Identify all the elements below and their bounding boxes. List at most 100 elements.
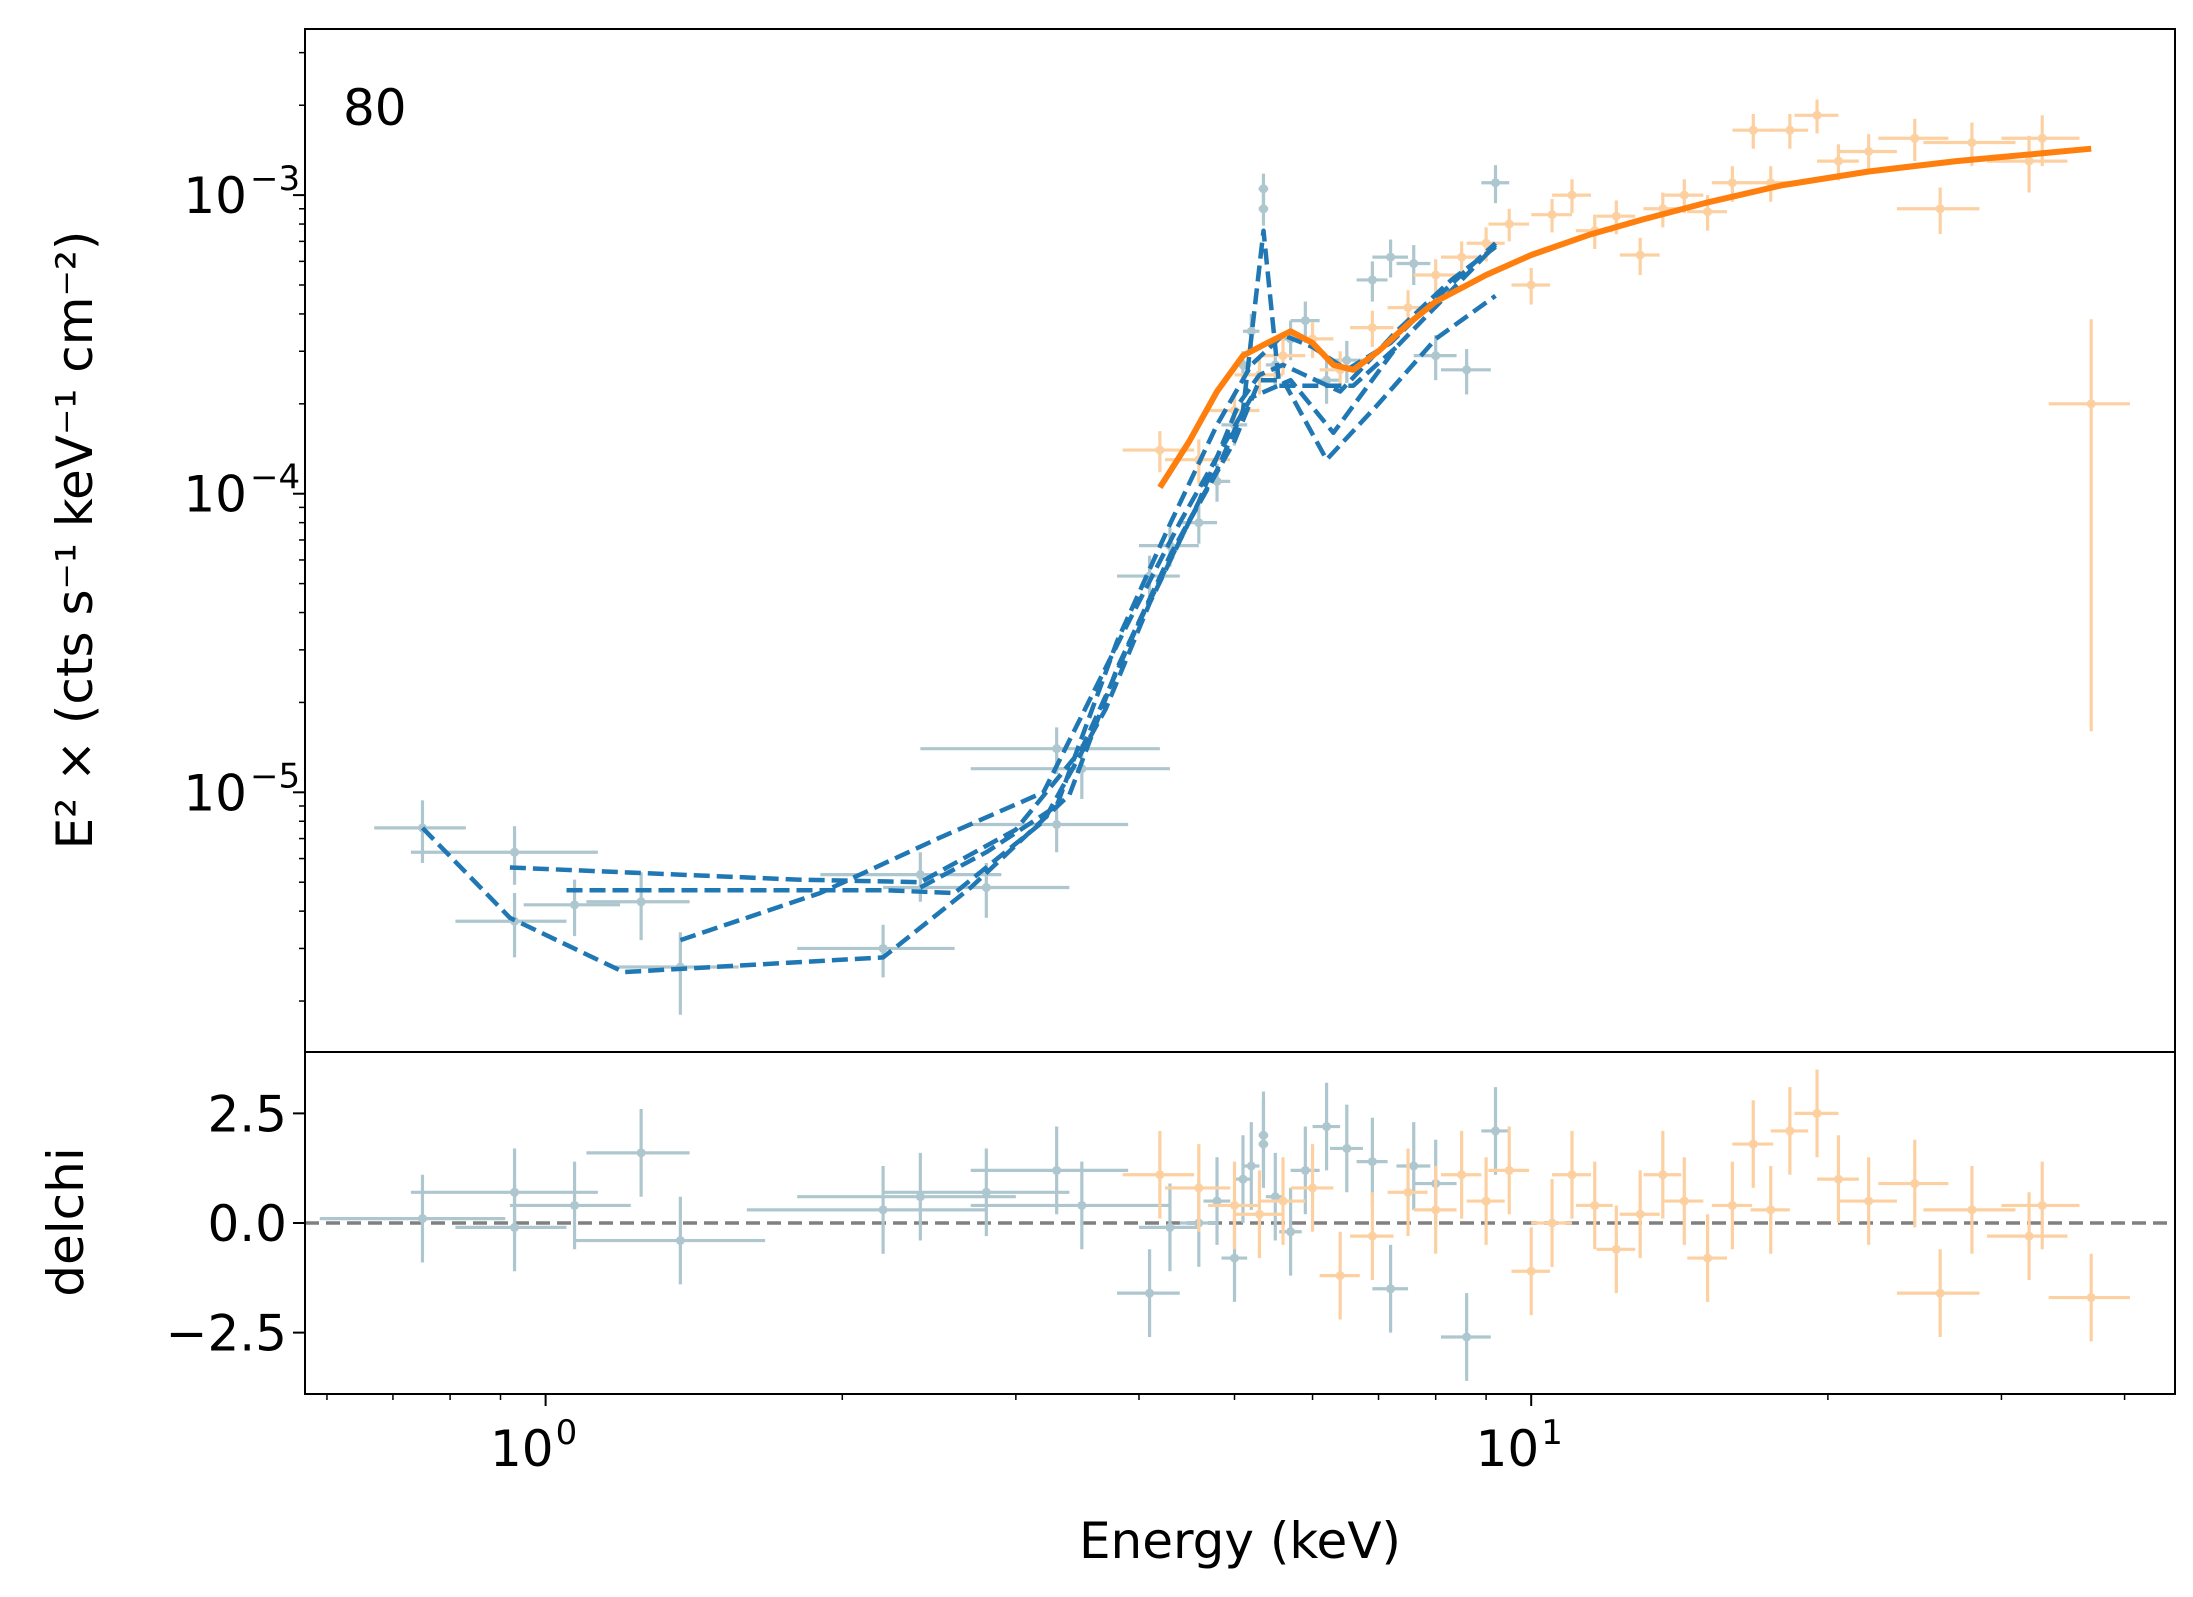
point-marker <box>1590 1200 1600 1210</box>
spectrum-data-point <box>1258 193 1269 226</box>
residual-data-point <box>1575 1161 1613 1250</box>
point-marker <box>1967 138 1977 148</box>
point-marker <box>1165 1222 1175 1232</box>
residual-data-point <box>1596 1205 1636 1294</box>
residual-data-point <box>1356 1117 1388 1206</box>
y-tick-label: −2.5 <box>166 1305 287 1363</box>
point-marker <box>1278 351 1288 361</box>
point-marker <box>1727 178 1737 188</box>
residual-data-point <box>1817 1135 1859 1223</box>
point-marker <box>1703 207 1713 217</box>
residual-data-point <box>883 1148 1070 1237</box>
spectrum-data-point <box>1552 179 1592 214</box>
residuals-panel: 10 0 10 12.50.0−2.5 delchi <box>37 1051 2176 1478</box>
point-marker <box>1403 303 1413 313</box>
residual-series-1 <box>1122 1069 2130 1342</box>
y-tick-label: 10 <box>183 764 247 822</box>
point-marker <box>1342 1143 1352 1153</box>
residual-data-point <box>1413 1166 1457 1254</box>
point-marker <box>2024 156 2034 166</box>
residual-data-point <box>1923 1166 2016 1254</box>
y-tick-label: 10 <box>183 466 247 524</box>
y-tick-label: 10 <box>183 167 247 225</box>
point-marker <box>1367 1231 1377 1241</box>
point-marker <box>510 1222 520 1232</box>
point-marker <box>1230 1253 1240 1263</box>
point-marker <box>1547 1218 1557 1228</box>
point-marker <box>1052 820 1062 830</box>
residual-data-point <box>1711 1161 1752 1250</box>
model-line-3 <box>679 243 1498 943</box>
spectrum-data-point <box>1794 99 1839 134</box>
point-marker <box>1727 1200 1737 1210</box>
point-marker <box>1431 1205 1441 1215</box>
point-marker <box>1526 280 1536 290</box>
point-marker <box>1212 1196 1222 1206</box>
y-tick-label: 2.5 <box>207 1085 287 1143</box>
spectrum-data-point <box>1488 208 1530 242</box>
point-marker <box>1077 1200 1087 1210</box>
residual-data-point <box>1203 1157 1231 1245</box>
point-marker <box>1491 1126 1501 1136</box>
point-marker <box>1431 270 1441 280</box>
point-marker <box>1833 156 1843 166</box>
residual-data-point <box>1396 1122 1431 1210</box>
point-marker <box>1254 1209 1264 1219</box>
residual-data-point <box>1234 1135 1252 1223</box>
point-marker <box>1052 744 1062 754</box>
point-marker <box>2037 133 2047 143</box>
x-tick-exponent: 1 <box>1541 1413 1563 1453</box>
point-marker <box>1342 355 1352 365</box>
residual-data-point <box>1441 1293 1491 1381</box>
spectrum-data-point <box>410 826 598 885</box>
residual-data-point <box>2001 1161 2080 1250</box>
spectrum-data-point <box>1413 259 1457 294</box>
point-marker <box>2037 1200 2047 1210</box>
point-marker <box>1567 1170 1577 1180</box>
point-marker <box>1864 146 1874 156</box>
point-marker <box>675 1236 685 1246</box>
residual-data-point <box>970 1161 1170 1250</box>
residual-data-point <box>970 1126 1129 1215</box>
point-marker <box>1194 1183 1204 1193</box>
spectrum-data-point <box>1396 245 1431 286</box>
spectrum-ticks: 10−510−410−3 <box>183 51 305 1002</box>
y-tick-exponent: −5 <box>250 756 300 796</box>
point-marker <box>915 870 925 880</box>
residual-data-point <box>1770 1087 1809 1175</box>
residual-data-point <box>1488 1126 1530 1215</box>
point-marker <box>1145 1288 1155 1298</box>
residual-data-point <box>1531 1179 1572 1267</box>
y-tick-label: 0.0 <box>207 1195 287 1253</box>
point-marker <box>1748 125 1758 135</box>
x-tick-exponent: 0 <box>556 1413 578 1453</box>
point-marker <box>1230 1200 1240 1210</box>
point-marker <box>981 882 991 892</box>
residual-data-point <box>574 1196 766 1285</box>
spectrum-data-point <box>1986 135 2068 193</box>
spectrum-data-point <box>1511 268 1551 305</box>
point-marker <box>1300 316 1310 326</box>
point-marker <box>1481 238 1491 248</box>
residual-data-point <box>1350 1192 1394 1280</box>
panel-label: 80 <box>343 79 407 137</box>
point-marker <box>1679 190 1689 200</box>
point-marker <box>1270 1192 1280 1202</box>
spectrum-data-point <box>920 727 1160 775</box>
residual-data-point <box>1794 1069 1839 1158</box>
point-marker <box>1246 1161 1256 1171</box>
spectrum-data-point <box>1619 237 1660 276</box>
point-marker <box>1785 1126 1795 1136</box>
residual-data-point <box>1838 1157 1897 1245</box>
point-marker <box>1967 1205 1977 1215</box>
point-marker <box>1611 211 1621 221</box>
y-tick-exponent: −3 <box>250 159 300 199</box>
point-marker <box>1567 190 1577 200</box>
residual-data-point <box>1319 1231 1360 1320</box>
y-tick-exponent: −4 <box>250 458 300 498</box>
point-marker <box>1155 445 1165 455</box>
point-marker <box>1748 1139 1758 1149</box>
residual-data-point <box>2048 1253 2130 1342</box>
